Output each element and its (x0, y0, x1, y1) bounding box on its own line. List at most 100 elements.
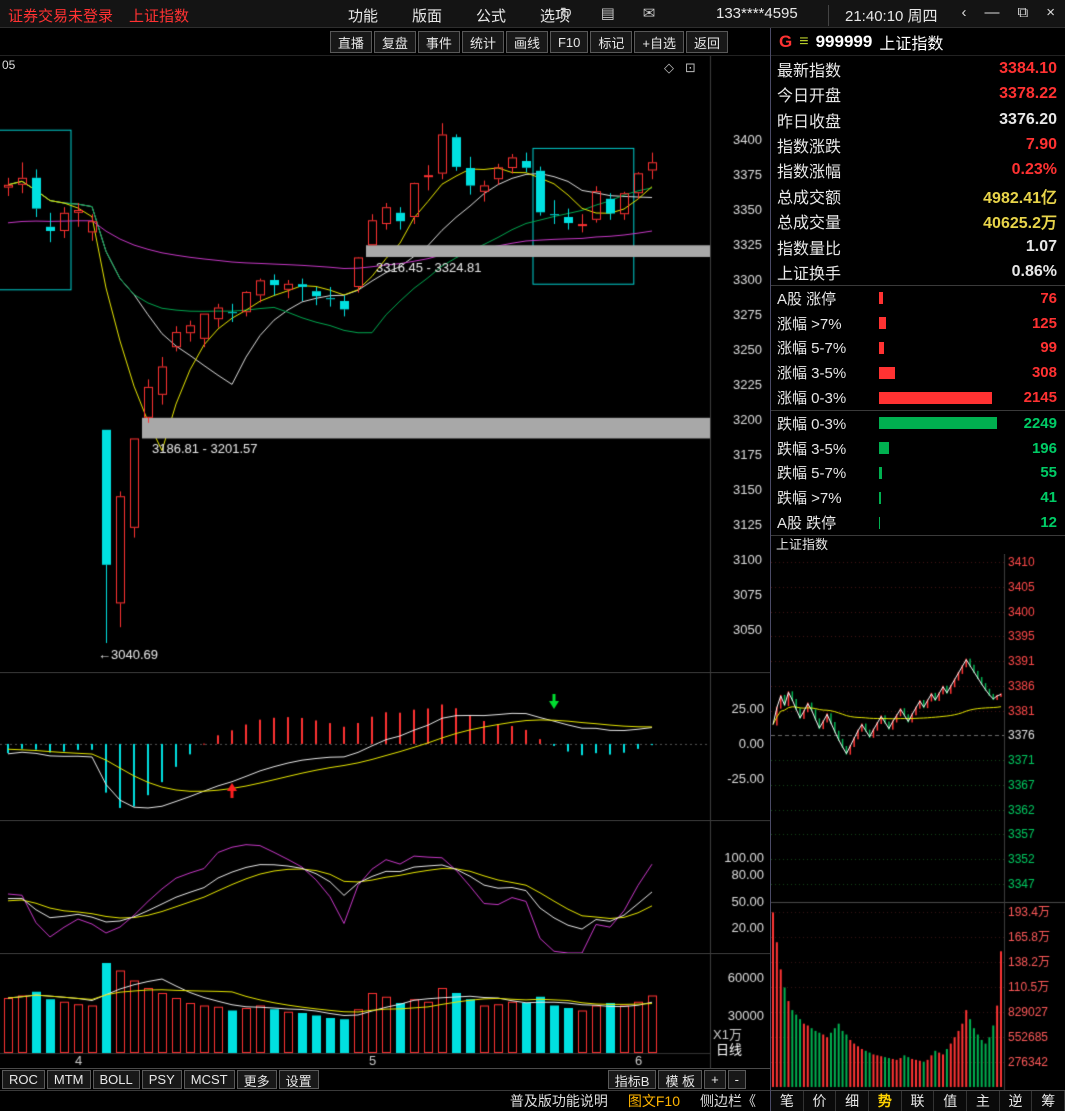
quote-value: 40625.2万 (983, 215, 1057, 233)
stat-bar-track (879, 466, 1003, 479)
side-tab-值[interactable]: 值 (934, 1091, 968, 1111)
stat-label: 跌幅 5-7% (777, 465, 847, 483)
stat-bar-fill (879, 442, 889, 455)
stat-value: 2145 (1023, 389, 1057, 407)
restore-button[interactable]: ⧉ (1017, 4, 1029, 21)
stat-row: 跌幅 >7% 41 (771, 485, 1065, 510)
layout-icon[interactable]: ▤ (600, 5, 615, 22)
main-kline-chart[interactable] (0, 56, 770, 672)
topbar-index-name[interactable]: 上证指数 (129, 8, 190, 25)
minimize-button[interactable]: — (984, 4, 1000, 21)
toolbar-button-统计[interactable]: 统计 (461, 31, 504, 53)
indicator-tab-+[interactable]: + (704, 1070, 726, 1089)
side-tab-联[interactable]: 联 (902, 1091, 935, 1111)
stat-label: 涨幅 3-5% (777, 365, 847, 383)
stat-row: 涨幅 >7% 125 (771, 311, 1065, 336)
stat-label: 涨幅 0-3% (777, 390, 847, 408)
quote-row: 最新指数 3384.10 (771, 56, 1065, 81)
stat-value: 12 (1040, 514, 1057, 532)
menu-item-公式[interactable]: 公式 (476, 8, 507, 25)
login-status-area: 证券交易未登录 上证指数 (8, 5, 189, 26)
quote-value: 0.86% (1011, 263, 1057, 281)
window-controls: ‹ — ⧉ × (962, 4, 1055, 21)
stat-bar-track (879, 417, 1003, 430)
status-sidebar-toggle[interactable]: 侧边栏《 (700, 1093, 756, 1109)
stat-value: 196 (1031, 439, 1057, 457)
stat-value: 99 (1040, 339, 1057, 357)
refresh-icon[interactable]: ↻ (560, 5, 573, 22)
indicator-tab-MTM[interactable]: MTM (46, 1070, 91, 1089)
stat-row: 跌幅 5-7% 55 (771, 461, 1065, 486)
stat-bar-fill (879, 366, 895, 379)
stat-bar-fill (879, 516, 880, 529)
indicator-tab-更多[interactable]: 更多 (236, 1070, 277, 1089)
indicator-tab-指标B[interactable]: 指标B (607, 1070, 657, 1089)
side-tab-笔[interactable]: 笔 (771, 1091, 804, 1111)
stat-row: A股 跌停 12 (771, 510, 1065, 535)
toolbar-button-事件[interactable]: 事件 (417, 31, 460, 53)
clock: 21:40:10 周四 (828, 5, 938, 26)
intraday-chart[interactable] (771, 554, 1065, 1090)
g-logo: G (779, 32, 793, 51)
quote-value: 3384.10 (999, 59, 1057, 77)
stat-bar-track (879, 516, 1003, 529)
indicator-tab-PSY[interactable]: PSY (141, 1070, 182, 1089)
stock-name: 上证指数 (879, 36, 944, 53)
stat-bar-fill (879, 341, 884, 354)
quote-value: 7.90 (1025, 136, 1057, 154)
side-tab-价[interactable]: 价 (804, 1091, 837, 1111)
stat-bar-fill (879, 391, 992, 404)
close-button[interactable]: × (1046, 4, 1055, 21)
status-help-text[interactable]: 普及版功能说明 (509, 1093, 608, 1109)
login-status: 证券交易未登录 (8, 8, 114, 25)
stat-label: 涨幅 >7% (777, 315, 842, 333)
quote-row: 总成交额 4982.41亿 (771, 183, 1065, 208)
indicator-tab--[interactable]: - (727, 1070, 746, 1089)
macd-indicator-pane[interactable] (0, 672, 770, 820)
quote-row: 今日开盘 3378.22 (771, 81, 1065, 106)
mail-icon[interactable]: ✉ (642, 5, 656, 22)
back-button[interactable]: ‹ (961, 4, 967, 21)
quote-header: G ≡ 999999 上证指数 (770, 28, 1065, 56)
indicator-tab-模 板[interactable]: 模 板 (658, 1070, 703, 1089)
side-tab-细[interactable]: 细 (836, 1091, 870, 1111)
status-f10-link[interactable]: 图文F10 (627, 1093, 680, 1109)
menu-item-版面[interactable]: 版面 (412, 8, 443, 25)
indicator-tab-BOLL[interactable]: BOLL (92, 1070, 140, 1089)
indicator-tab-MCST[interactable]: MCST (183, 1070, 235, 1089)
menu-item-选项[interactable]: 选项 (540, 8, 571, 25)
stat-value: 76 (1040, 289, 1057, 307)
toolbar-button-复盘[interactable]: 复盘 (373, 31, 416, 53)
indicator-tab-ROC[interactable]: ROC (2, 1070, 45, 1089)
toolbar-button-画线[interactable]: 画线 (505, 31, 548, 53)
toolbar-button-直播[interactable]: 直播 (329, 31, 372, 53)
list-menu-icon[interactable]: ≡ (799, 33, 809, 50)
stat-label: 跌幅 >7% (777, 490, 842, 508)
quote-row: 总成交量 40625.2万 (771, 209, 1065, 234)
status-bar: 普及版功能说明 图文F10 侧边栏《 (0, 1090, 770, 1111)
stat-bar-track (879, 491, 1003, 504)
toolbar-button-F10[interactable]: F10 (549, 31, 589, 53)
toolbar-button-+自选[interactable]: +自选 (634, 31, 684, 53)
stat-bar-track (879, 341, 1003, 354)
panel-toggle-icon[interactable]: ⊡ (685, 60, 696, 75)
stat-label: 跌幅 0-3% (777, 415, 847, 433)
menu-item-功能[interactable]: 功能 (348, 8, 379, 25)
diamond-tool-icon[interactable]: ◇ (664, 60, 674, 75)
quote-rows: 最新指数 3384.10 今日开盘 3378.22 昨日收盘 3376.20 指数涨跌 7.9… (771, 56, 1065, 285)
toolbar-button-标记[interactable]: 标记 (590, 31, 633, 53)
quote-value: 3378.22 (999, 85, 1057, 103)
side-tab-主[interactable]: 主 (967, 1091, 1000, 1111)
toolbar-button-返回[interactable]: 返回 (685, 31, 728, 53)
topbar-icons: ↻ ▤ ✉ (560, 4, 655, 22)
side-tab-筹[interactable]: 筹 (1032, 1091, 1065, 1111)
quote-value: 4982.41亿 (983, 189, 1057, 207)
side-tab-势[interactable]: 势 (869, 1091, 902, 1111)
kdj-indicator-pane[interactable] (0, 820, 770, 953)
phone-number: 133****4595 (716, 5, 798, 22)
side-tab-逆[interactable]: 逆 (1000, 1091, 1033, 1111)
indicator-tab-设置[interactable]: 设置 (278, 1070, 319, 1089)
stat-label: A股 跌停 (777, 515, 837, 533)
volume-pane[interactable] (0, 953, 770, 1068)
